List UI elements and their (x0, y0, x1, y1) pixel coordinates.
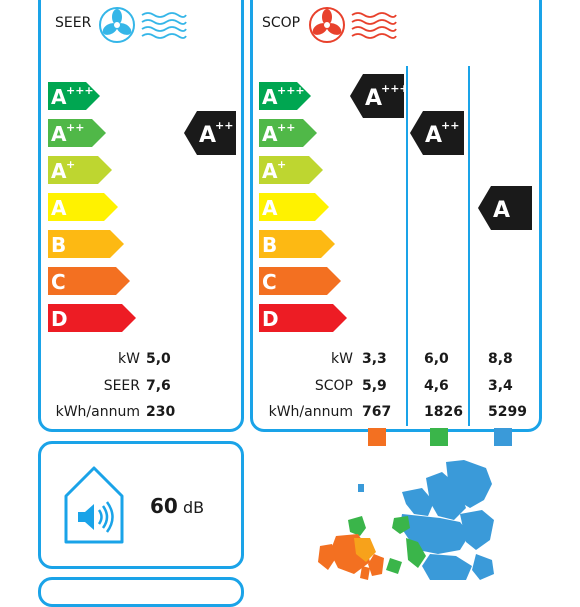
seer-bar-4: B (48, 230, 124, 258)
scop-rating-indicator-2: A (478, 186, 532, 230)
seer-bar-label: B (51, 233, 66, 257)
scop-row-label: kW (331, 351, 353, 367)
noise-level: 60 dB (150, 494, 204, 518)
scop-bar-label: A (262, 122, 278, 146)
seer-rating-class: A (199, 123, 216, 148)
seer-bar-label: C (51, 270, 66, 294)
seer-row-value: 230 (146, 404, 176, 420)
scop-bar-4: B (259, 230, 335, 258)
scop-kw-value: 6,0 (424, 351, 449, 367)
seer-bar-label: A (51, 122, 67, 146)
seer-bar-label: A (51, 159, 67, 183)
fan-heat-icon (309, 7, 345, 43)
seer-bar-5: C (48, 267, 130, 295)
scop-bar-6: D (259, 304, 347, 332)
noise-unit: dB (182, 498, 205, 517)
scop-bar-label: A (262, 85, 278, 109)
seer-rating-indicator: A ++ (184, 111, 236, 155)
seer-bar-6: D (48, 304, 136, 332)
scop-kwh-value: 767 (362, 404, 392, 420)
scop-bar-2: A + (259, 156, 323, 184)
seer-row-label: kW (118, 351, 140, 367)
seer-row-value: 7,6 (146, 378, 171, 394)
scop-bar-sup: ++ (277, 121, 295, 134)
scop-scop-value: 5,9 (362, 378, 387, 394)
noise-value: 60 (150, 494, 178, 518)
seer-bar-sup: +++ (66, 84, 94, 97)
scop-kwh-value: 1826 (424, 404, 463, 420)
seer-bar-sup: ++ (66, 121, 84, 134)
seer-bar-label: D (51, 307, 68, 331)
scop-rating-class: A (493, 198, 510, 223)
scop-row-label: SCOP (314, 378, 353, 394)
scop-divider-1 (406, 66, 408, 426)
seer-bar-2: A + (48, 156, 112, 184)
seer-row-label: SEER (103, 378, 140, 394)
scop-scop-value: 4,6 (424, 378, 449, 394)
climate-zone-swatch (430, 428, 448, 446)
climate-zone-swatch (494, 428, 512, 446)
seer-bar-label: A (51, 196, 67, 220)
seer-bar-3: A (48, 193, 118, 221)
seer-bar-1: A ++ (48, 119, 106, 147)
scop-title: SCOP (262, 15, 301, 31)
seer-rating-sup: ++ (215, 119, 233, 132)
scop-kw-value: 8,8 (488, 351, 513, 367)
climate-zone-swatch (368, 428, 386, 446)
noise-panel (38, 441, 244, 569)
seer-row-value: 5,0 (146, 351, 171, 367)
scop-rating-class: A (365, 86, 382, 111)
seer-row-label: kWh/annum (55, 404, 140, 420)
scop-bar-3: A (259, 193, 329, 221)
scop-bar-label: C (262, 270, 277, 294)
scop-kwh-value: 5299 (488, 404, 527, 420)
scop-bar-0: A +++ (259, 82, 311, 110)
scop-bar-label: D (262, 307, 279, 331)
scop-bar-sup: + (277, 158, 286, 171)
seer-bar-label: A (51, 85, 67, 109)
scop-bar-label: A (262, 159, 278, 183)
scop-bar-5: C (259, 267, 341, 295)
scop-rating-indicator-0: A+++ (350, 74, 404, 118)
scop-bar-label: B (262, 233, 277, 257)
scop-bar-sup: +++ (277, 84, 305, 97)
scop-scop-value: 3,4 (488, 378, 513, 394)
seer-bar-0: A +++ (48, 82, 100, 110)
bottom-panel (38, 577, 244, 607)
cold-wave-icon (141, 12, 187, 39)
europe-climate-map (318, 460, 494, 580)
scop-rating-indicator-1: A++ (410, 111, 464, 155)
scop-rating-class: A (425, 123, 442, 148)
scop-bar-label: A (262, 196, 278, 220)
scop-rating-sup: ++ (441, 119, 459, 132)
scop-divider-2 (468, 66, 470, 426)
house-speaker-icon (64, 466, 124, 544)
seer-title: SEER (55, 15, 92, 31)
fan-cool-icon (99, 7, 135, 43)
scop-bar-1: A ++ (259, 119, 317, 147)
scop-row-label: kWh/annum (268, 404, 353, 420)
scop-rating-sup: +++ (381, 82, 404, 95)
heat-wave-icon (351, 12, 397, 39)
seer-bar-sup: + (66, 158, 75, 171)
scop-kw-value: 3,3 (362, 351, 387, 367)
